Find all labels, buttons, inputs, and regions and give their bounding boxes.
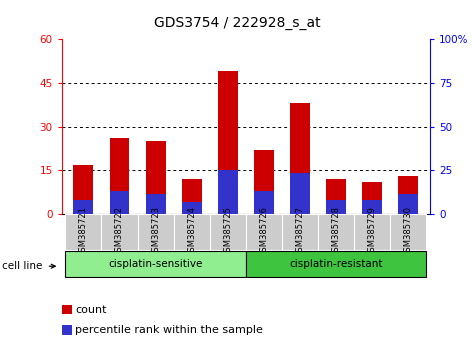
Bar	[74, 200, 93, 214]
Bar	[66, 251, 246, 277]
Bar	[282, 214, 318, 250]
Bar	[74, 165, 93, 214]
Bar	[66, 214, 102, 250]
Bar	[254, 150, 274, 214]
Bar	[110, 138, 129, 214]
Bar	[254, 191, 274, 214]
Text: GDS3754 / 222928_s_at: GDS3754 / 222928_s_at	[154, 16, 321, 30]
Bar	[146, 194, 165, 214]
Text: GSM385728: GSM385728	[332, 206, 341, 257]
Bar	[138, 214, 174, 250]
Text: cisplatin-resistant: cisplatin-resistant	[289, 259, 383, 269]
Bar	[354, 214, 390, 250]
Text: GSM385727: GSM385727	[295, 206, 304, 257]
Text: GSM385725: GSM385725	[223, 206, 232, 257]
Bar	[218, 170, 238, 214]
Text: GSM385723: GSM385723	[151, 206, 160, 257]
Bar	[326, 179, 346, 214]
Bar	[174, 214, 210, 250]
Text: GSM385721: GSM385721	[79, 206, 88, 257]
Text: percentile rank within the sample: percentile rank within the sample	[75, 325, 263, 335]
Bar	[102, 214, 138, 250]
Text: GSM385726: GSM385726	[259, 206, 268, 257]
Bar	[399, 194, 418, 214]
Text: count: count	[75, 305, 106, 315]
Bar	[326, 200, 346, 214]
Text: cisplatin-sensitive: cisplatin-sensitive	[108, 259, 203, 269]
Bar	[210, 214, 246, 250]
Bar	[218, 71, 238, 214]
Bar	[182, 179, 201, 214]
Text: cell line: cell line	[2, 261, 43, 271]
Bar	[390, 214, 426, 250]
Text: GSM385729: GSM385729	[368, 206, 377, 257]
Bar	[246, 214, 282, 250]
Text: GSM385724: GSM385724	[187, 206, 196, 257]
Bar	[318, 214, 354, 250]
Text: GSM385722: GSM385722	[115, 206, 124, 257]
Bar	[182, 202, 201, 214]
Bar	[290, 173, 310, 214]
Bar	[110, 191, 129, 214]
Bar	[146, 141, 165, 214]
Bar	[399, 176, 418, 214]
Text: GSM385730: GSM385730	[404, 206, 413, 257]
Bar	[362, 182, 382, 214]
Bar	[246, 251, 426, 277]
Bar	[362, 200, 382, 214]
Bar	[290, 103, 310, 214]
